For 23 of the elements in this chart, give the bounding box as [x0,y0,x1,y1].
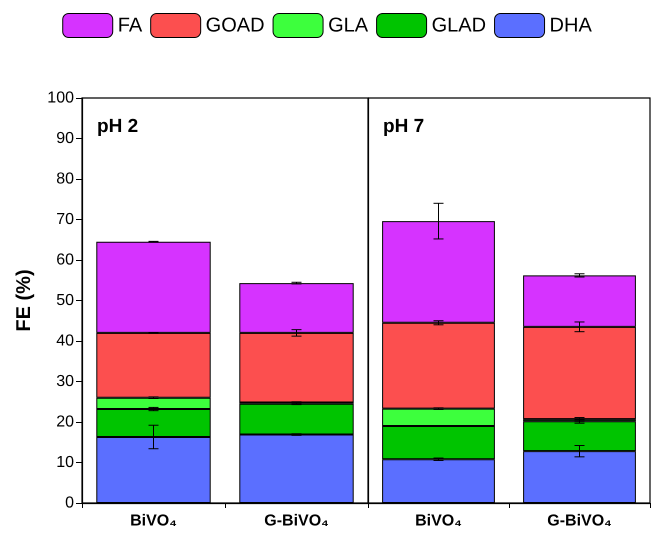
y-tick-label: 70 [56,211,74,228]
legend-label: GLAD [432,14,486,36]
x-tick-label: G-BiVO₄ [264,512,329,530]
y-tick-label: 10 [56,454,74,471]
y-tick-label: 0 [65,494,74,512]
y-tick-label: 60 [56,252,74,268]
legend-label: GOAD [206,14,265,36]
y-axis-title: FE (%) [13,269,35,332]
x-tick-label: BiVO₄ [130,512,177,530]
y-tick-label: 40 [56,332,74,350]
x-tick-label: G-BiVO₄ [547,512,612,530]
y-tick-label: 90 [56,130,74,147]
x-tick-label: BiVO₄ [415,512,462,530]
legend-label: GLA [328,14,369,36]
legend-label: DHA [550,14,592,36]
legend-label: FA [118,14,143,36]
text: pH 7 [383,116,424,137]
text: pH 2 [97,116,138,137]
y-tick-label: 30 [56,373,74,390]
y-tick-label: 80 [56,170,74,188]
y-tick-label: 100 [47,90,74,106]
y-tick-label: 50 [56,292,74,309]
y-tick-label: 20 [56,414,74,430]
